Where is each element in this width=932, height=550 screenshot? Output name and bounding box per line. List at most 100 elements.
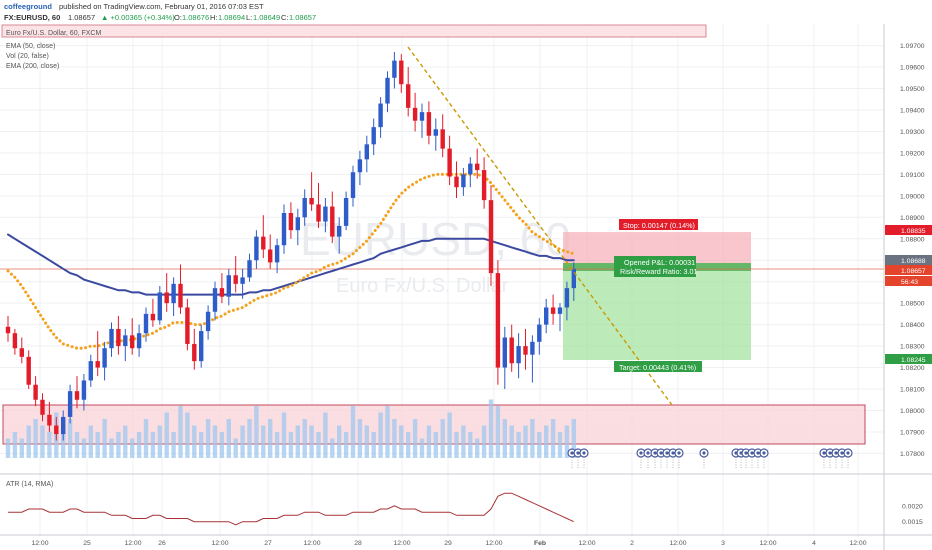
volume-bar <box>378 412 383 458</box>
candle-body <box>378 103 383 128</box>
candle-body <box>295 217 300 231</box>
event-marker-dot <box>702 451 706 455</box>
candle-body <box>47 414 52 426</box>
candle-body <box>5 326 11 334</box>
atr-tick-label: 0.0020 <box>902 503 923 510</box>
time-tick-label: 12:00 <box>31 540 48 547</box>
volume-bar <box>247 419 252 458</box>
take-profit-zone[interactable] <box>563 265 751 360</box>
chart-background <box>0 24 932 550</box>
volume-bar <box>240 425 245 458</box>
candle-body <box>61 416 66 435</box>
volume-bar <box>488 399 494 458</box>
candle-body <box>88 361 93 381</box>
risk-reward-label: Risk/Reward Ratio: 3.01 <box>620 267 698 276</box>
last-price-tag: 1.08657 <box>901 268 926 275</box>
event-marker-icon <box>699 448 709 468</box>
volume-bar <box>67 419 73 458</box>
candle-body <box>530 341 535 355</box>
price-tick-label: 1.07900 <box>900 429 925 436</box>
event-marker-dot <box>677 451 681 455</box>
time-tick-label: 12:00 <box>669 540 686 547</box>
time-tick-label: 12:00 <box>124 540 141 547</box>
ema200-line <box>7 233 575 296</box>
volume-bar <box>185 412 190 458</box>
time-axis[interactable]: 12:00 25 12:00 26 12:00 27 12:00 28 12:00 29 12:00… <box>31 540 866 547</box>
event-marker-dot <box>744 451 748 455</box>
volume-bar <box>392 419 397 458</box>
event-marker-dot <box>570 451 574 455</box>
candle-body <box>212 288 218 312</box>
event-marker-dot <box>646 451 650 455</box>
legend-item[interactable]: Vol (20, false) <box>6 53 49 60</box>
atr-line <box>8 492 575 526</box>
volume-bar <box>288 432 294 458</box>
price-tick-label: 1.09200 <box>900 150 925 157</box>
volume-bar <box>337 425 342 458</box>
candle-body <box>495 273 501 368</box>
symbol-label: FX:EURUSD, 60 <box>4 13 61 22</box>
target-label-bg <box>614 361 702 372</box>
volume-bar <box>233 438 238 458</box>
legend-item[interactable]: EMA (50, close) <box>6 43 55 50</box>
candle-body <box>268 249 273 263</box>
event-marker-icon <box>579 448 589 468</box>
ohlc-c-label: C: <box>281 13 289 22</box>
ohlc-l-value: 1.08649 <box>253 13 281 22</box>
volume-bar <box>123 425 128 458</box>
time-tick-label: 26 <box>158 540 166 547</box>
event-markers[interactable] <box>567 448 853 468</box>
price-tick-label: 1.08200 <box>900 365 925 372</box>
candle-body <box>192 343 197 362</box>
price-axis[interactable]: 1.09700 1.09600 1.09500 1.09400 1.09300 1.092… <box>900 43 925 526</box>
volume-bar <box>323 412 328 458</box>
volume-bar <box>192 425 197 458</box>
volume-bar <box>433 432 438 458</box>
price-tick-label: 1.08000 <box>900 408 925 415</box>
candle-body <box>185 307 190 344</box>
candle-body <box>288 213 294 231</box>
candle-body <box>316 204 321 222</box>
event-marker-dot <box>659 451 663 455</box>
volume-bar <box>550 419 556 458</box>
top-info-bar: coffeeground published on TradingView.co… <box>0 0 932 24</box>
ema50-line-series <box>6 172 576 350</box>
last-price: 1.08657 <box>68 13 96 22</box>
price-tick-label: 1.07800 <box>900 451 925 458</box>
candle-body <box>254 236 259 261</box>
price-tick-label: 1.09300 <box>900 129 925 136</box>
top-highlight-zone[interactable] <box>1 24 707 38</box>
event-marker-dot <box>822 451 826 455</box>
candle-body <box>136 333 142 349</box>
volume-bar <box>502 419 507 458</box>
time-tick-label: 4 <box>812 540 816 547</box>
volume-bar <box>81 438 87 458</box>
time-tick-label: 3 <box>721 540 725 547</box>
candle-body <box>454 176 459 188</box>
legend-item[interactable]: EMA (200, close) <box>6 63 59 70</box>
candle-body <box>488 200 494 274</box>
volume-bar <box>330 438 335 458</box>
volume-bar <box>447 412 452 458</box>
candle-body <box>150 313 156 321</box>
ohlc-h-label: H: <box>210 13 218 22</box>
price-tick-label: 1.09100 <box>900 172 925 179</box>
volume-bar <box>199 432 204 458</box>
candle-body <box>67 391 73 417</box>
candle-body <box>219 288 225 297</box>
candle-body <box>523 346 528 355</box>
author-name[interactable]: coffeeground <box>4 2 52 11</box>
volume-bar <box>371 432 376 458</box>
event-marker-dot <box>639 451 643 455</box>
candle-body <box>123 335 128 347</box>
volume-bar <box>537 432 542 458</box>
candle-body <box>481 170 487 201</box>
candle-body <box>509 337 514 364</box>
publish-info: published on TradingView.com, February 0… <box>59 2 264 11</box>
event-marker-icon <box>759 448 769 468</box>
volume-bar <box>254 406 259 458</box>
volume-bar <box>102 419 107 458</box>
ohlc-l-label: L: <box>246 13 253 22</box>
volume-bar <box>481 425 487 458</box>
